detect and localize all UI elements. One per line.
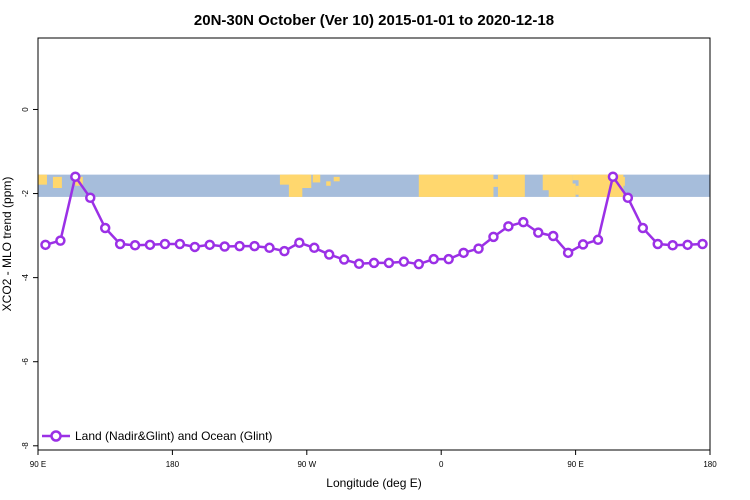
data-point [697, 238, 708, 250]
x-tick-label: 180 [703, 460, 717, 469]
data-point [368, 257, 380, 269]
map-land-shape [38, 174, 47, 185]
data-point [428, 253, 439, 265]
data-point [279, 245, 290, 257]
data-point [264, 242, 275, 254]
data-point [443, 253, 454, 265]
chart-title: 20N-30N October (Ver 10) 2015-01-01 to 2… [194, 12, 554, 29]
data-point [99, 222, 111, 234]
data-point [189, 241, 201, 253]
legend-label: Land (Nadir&Glint) and Ocean (Glint) [75, 429, 272, 443]
map-land-shape [333, 176, 340, 182]
x-tick-label: 90 W [297, 460, 316, 469]
map-land-shape [418, 174, 494, 197]
x-tick-label: 0 [439, 460, 444, 469]
x-tick-label: 90 E [567, 460, 583, 469]
y-tick-label: -8 [21, 442, 30, 450]
data-point [249, 240, 260, 252]
data-point [129, 240, 141, 251]
legend: Land (Nadir&Glint) and Ocean (Glint) [42, 429, 272, 443]
data-point [338, 254, 350, 265]
data-point [562, 247, 574, 259]
data-point [398, 256, 410, 267]
data-point [667, 240, 678, 251]
data-point [577, 239, 589, 250]
data-point [473, 243, 484, 254]
data-point [70, 171, 81, 182]
map-land-shape [548, 183, 576, 197]
data-point [533, 227, 544, 238]
map-land-shape [326, 181, 331, 186]
data-point [503, 221, 514, 232]
data-point [40, 239, 51, 251]
map-land-shape [620, 176, 625, 186]
map-land [38, 174, 625, 197]
x-tick-label: 180 [166, 460, 180, 469]
data-point [592, 234, 604, 246]
map-land-shape [600, 188, 610, 197]
y-axis-label: XCO2 - MLO trend (ppm) [0, 177, 14, 312]
world-map-band [38, 174, 710, 197]
y-tick-label: -6 [21, 358, 30, 366]
map-land-shape [294, 174, 312, 189]
data-point [219, 241, 230, 252]
data-point [353, 258, 365, 270]
map-land-shape [490, 179, 498, 187]
data-point [383, 257, 395, 269]
map-land-shape [497, 174, 525, 197]
data-point [294, 237, 305, 248]
map-land-shape [572, 174, 581, 181]
data-point [309, 242, 320, 254]
data-point [174, 238, 186, 250]
x-tick-label: 90 E [30, 460, 46, 469]
map-ocean [38, 174, 710, 197]
data-point [144, 239, 156, 251]
legend-marker [50, 430, 62, 442]
data-point [458, 247, 469, 259]
data-point [547, 230, 559, 242]
map-land-shape [279, 174, 295, 185]
y-tick-label: -4 [21, 274, 30, 282]
data-point [204, 239, 215, 251]
data-point [682, 239, 693, 251]
map-land-shape [52, 176, 62, 189]
data-point [159, 238, 171, 250]
data-point [234, 240, 245, 252]
map-land-shape [312, 174, 321, 183]
data-point [607, 171, 619, 182]
data-point [637, 222, 649, 234]
y-tick-label: -2 [21, 189, 30, 197]
data-point [323, 249, 335, 260]
data-point [413, 258, 425, 270]
series-layer [40, 171, 708, 270]
data-point [85, 192, 96, 204]
x-axis: 90 E 180 90 W 0 90 E 180 [30, 450, 717, 469]
data-point [518, 216, 529, 228]
data-point [622, 192, 634, 204]
data-point [55, 235, 66, 246]
data-point [114, 238, 126, 250]
y-tick-label: 0 [21, 107, 30, 112]
x-axis-label: Longitude (deg E) [326, 476, 421, 490]
data-point [488, 231, 499, 243]
y-axis: 0 -2 -4 -6 -8 [21, 107, 38, 450]
data-point [652, 238, 663, 250]
plot-frame [37, 37, 711, 451]
